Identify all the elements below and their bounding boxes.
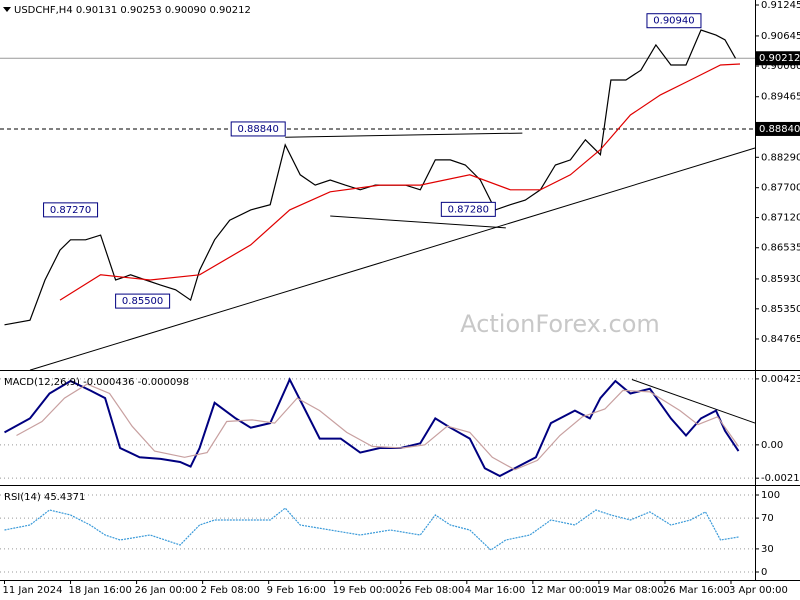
y-tick-label: 0.89465 [761,92,800,103]
x-tick-label: 26 Mar 16:00 [663,585,730,596]
x-tick-label: 18 Jan 16:00 [69,585,132,596]
y-tick-label: 0.00 [761,440,783,451]
series-line [4,507,739,551]
y-tick-label: 0.88290 [761,152,800,163]
y-tick-label: 100 [761,490,780,501]
level-label: 0.90212 [759,53,800,64]
x-tick-label: 2 Feb 08:00 [201,585,260,596]
x-tick-label: 3 Apr 00:00 [729,585,788,596]
annotation-box [440,201,496,217]
y-tick-label: 0.87700 [761,183,800,194]
level-label-box [756,51,800,66]
trendline [631,378,756,424]
trendline [330,215,506,229]
trendline [29,147,756,371]
x-tick-label: 26 Jan 00:00 [135,585,198,596]
annotation-label: 0.88840 [238,124,279,135]
annotation-label: 0.87270 [50,205,91,216]
y-tick-label: 70 [761,513,774,524]
watermark: ActionForex.com [460,310,660,338]
x-tick-label: 26 Feb 08:00 [399,585,465,596]
y-tick-label: 0.91245 [761,0,800,11]
y-tick-label: 0.87120 [761,213,800,224]
y-tick-label: 0 [761,567,767,578]
annotation-box [43,202,99,218]
annotation-label: 0.87280 [448,204,489,215]
series-line [4,377,740,478]
x-tick-label: 11 Jan 2024 [3,585,63,596]
y-tick-label: 30 [761,544,774,555]
level-label-box [756,121,800,136]
y-tick-label: 0.85350 [761,304,800,315]
annotation-box [646,13,702,29]
y-tick-label: 0.86535 [761,243,800,254]
symbol-marker [3,7,11,12]
y-tick-label: 0.85930 [761,274,800,285]
series-line [59,63,741,301]
x-tick-label: 19 Mar 08:00 [597,585,664,596]
panel-title: RSI(14) 45.4371 [4,492,85,503]
y-tick-label: 0.004237 [761,374,800,385]
series-line [16,383,739,471]
y-tick-label: 0.84765 [761,334,800,345]
panel-title: MACD(12,26,9) -0.000436 -0.000098 [4,377,189,388]
x-tick-label: 19 Feb 00:00 [333,585,399,596]
annotation-label: 0.85500 [122,296,163,307]
annotation-box [230,121,286,137]
x-tick-label: 12 Mar 00:00 [531,585,598,596]
x-tick-label: 9 Feb 16:00 [267,585,326,596]
annotation-label: 0.90940 [653,16,694,27]
trendline [285,132,523,138]
x-tick-label: 4 Mar 16:00 [465,585,525,596]
level-label: 0.88840 [759,124,800,135]
y-tick-label: 0.90060 [761,61,800,72]
annotation-box [115,293,171,309]
panel-title: USDCHF,H4 0.90131 0.90253 0.90090 0.9021… [14,5,251,16]
y-tick-label: 0.90645 [761,31,800,42]
y-tick-label: -0.002142 [761,473,800,484]
